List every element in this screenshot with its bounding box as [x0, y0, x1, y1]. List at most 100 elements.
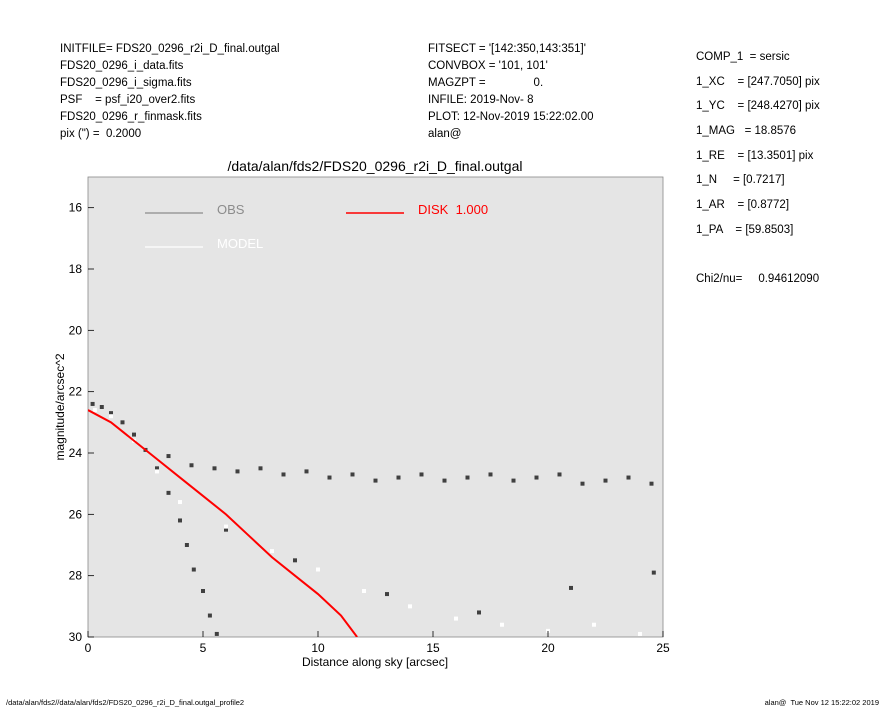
header-line: PSF = psf_i20_over2.fits	[60, 94, 196, 106]
data-point	[155, 469, 159, 474]
y-tick-label: 22	[69, 385, 83, 399]
data-point	[511, 478, 516, 483]
header-line: Chi2/nu= 0.94612090	[696, 273, 820, 286]
header-middle: FITSECT = '[142:350,143:351]' CONVBOX = '…	[428, 41, 594, 143]
header-line: 1_N = [0.7217]	[696, 174, 785, 187]
header-line: FDS20_0296_i_sigma.fits	[60, 77, 192, 89]
data-point	[557, 472, 562, 477]
header-line: CONVBOX = '101, 101'	[428, 60, 548, 72]
y-tick-label: 24	[69, 446, 83, 460]
y-axis-label: magnitude/arcsec^2	[53, 353, 67, 460]
x-tick-label: 0	[85, 641, 92, 655]
data-point	[90, 401, 95, 406]
data-point	[350, 472, 355, 477]
data-point	[281, 472, 286, 477]
header-line: 1_XC = [247.7050] pix	[696, 75, 820, 88]
data-point	[120, 420, 125, 425]
data-point	[651, 570, 656, 575]
data-point	[178, 500, 182, 505]
data-point	[603, 478, 608, 483]
data-point	[592, 622, 596, 627]
header-line: FDS20_0296_r_finmask.fits	[60, 111, 202, 123]
header-line: 1_YC = [248.4270] pix	[696, 100, 820, 113]
data-point	[362, 589, 366, 593]
data-point	[191, 567, 196, 572]
data-point	[258, 466, 263, 471]
data-point	[92, 408, 97, 413]
y-tick-label: 20	[69, 323, 83, 337]
header-line: MAGZPT = 0.	[428, 77, 544, 89]
x-tick-label: 10	[311, 641, 325, 655]
data-point	[419, 472, 424, 477]
disk-line	[88, 409, 358, 637]
plot-content	[88, 401, 656, 637]
header-line: PLOT: 12-Nov-2019 15:22:02.00	[428, 111, 594, 123]
data-point	[189, 463, 194, 468]
data-point	[184, 543, 189, 547]
data-point	[109, 411, 113, 416]
data-point	[132, 432, 136, 437]
data-point	[569, 585, 573, 590]
data-point	[649, 481, 654, 486]
data-point	[201, 589, 205, 593]
header-line: 1_AR = [0.8772]	[696, 199, 790, 212]
data-point	[626, 475, 631, 480]
header-line: INFILE: 2019-Nov- 8	[428, 94, 534, 106]
x-tick-label: 15	[426, 641, 440, 655]
data-point	[178, 518, 182, 523]
data-point	[396, 475, 401, 480]
data-point	[304, 469, 309, 474]
header-line: 1_MAG = 18.8576	[696, 125, 797, 138]
data-point	[166, 490, 171, 495]
x-tick-label: 20	[541, 641, 555, 655]
y-tick-label: 30	[69, 630, 83, 644]
data-point	[408, 604, 412, 609]
data-point	[214, 631, 219, 636]
data-point	[212, 466, 217, 471]
data-point	[638, 631, 642, 636]
header-line: INITFILE= FDS20_0296_r2i_D_final.outgal	[60, 43, 280, 55]
data-point	[316, 567, 320, 572]
data-point	[580, 481, 585, 486]
header-line: 1_PA = [59.8503]	[696, 223, 794, 236]
data-point	[166, 454, 171, 459]
data-point	[109, 414, 113, 419]
data-point	[465, 475, 470, 480]
y-tick-label: 16	[69, 201, 83, 215]
legend-label: OBS	[217, 202, 245, 217]
data-point	[546, 628, 550, 633]
footer-left: /data/alan/fds2//data/alan/fds2/FDS20_02…	[6, 698, 245, 707]
data-point	[99, 405, 104, 409]
header-line: FITSECT = '[142:350,143:351]'	[428, 43, 586, 55]
data-point	[477, 610, 481, 615]
y-tick-label: 18	[69, 262, 83, 276]
data-point	[534, 475, 539, 480]
data-point	[155, 466, 159, 471]
header-line: alan@	[428, 128, 462, 140]
legend-label: MODEL	[217, 236, 263, 251]
data-point	[270, 549, 274, 554]
x-tick-label: 25	[656, 641, 670, 655]
data-point	[373, 478, 378, 483]
y-tick-label: 26	[69, 507, 83, 521]
data-point	[327, 475, 332, 480]
data-point	[224, 524, 228, 529]
data-point	[293, 558, 297, 563]
footer-right: alan@ Tue Nov 12 15:22:02 2019	[764, 698, 879, 707]
header-right: COMP_1 = sersic 1_XC = [247.7050] pix 1_YC…	[696, 45, 820, 292]
data-point	[488, 472, 493, 477]
data-point	[454, 616, 458, 621]
header-line: pix (") = 0.2000	[60, 128, 142, 140]
header-line: 1_RE = [13.3501] pix	[696, 149, 814, 162]
data-point	[207, 613, 212, 618]
plot-area	[87, 176, 664, 638]
legend-label: DISK 1.000	[418, 202, 488, 217]
x-tick-label: 5	[200, 641, 207, 655]
header-left: INITFILE= FDS20_0296_r2i_D_final.outgal F…	[60, 41, 280, 143]
data-point	[385, 592, 389, 597]
data-point	[442, 478, 447, 483]
data-point	[235, 469, 240, 474]
header-line: COMP_1 = sersic	[696, 51, 790, 63]
